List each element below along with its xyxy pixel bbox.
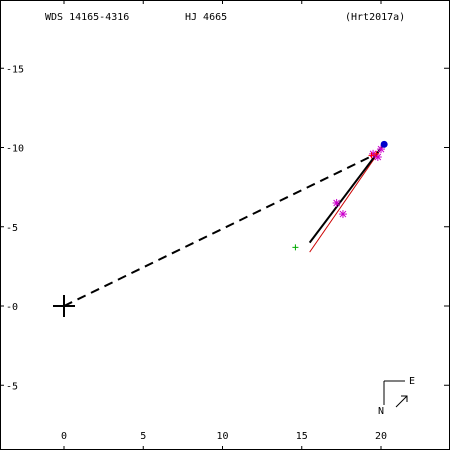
y-tick-label: -5 — [6, 223, 18, 234]
x-tick-label: 15 — [296, 431, 308, 442]
east-label: E — [409, 376, 415, 387]
x-tick-label: 5 — [140, 431, 146, 442]
plus-point — [292, 244, 299, 251]
y-tick-label: -15 — [6, 64, 24, 75]
asterisk-stroke — [374, 153, 382, 161]
orbit-reference-label: (Hrt2017a) — [345, 12, 405, 23]
x-tick-label: 10 — [216, 431, 228, 442]
asterisk-point — [369, 149, 378, 158]
motion-arrow-icon — [395, 395, 408, 408]
y-tick-label: -5 — [6, 381, 18, 392]
arrow-head-icon — [401, 395, 408, 402]
x-tick-label: 0 — [61, 431, 67, 442]
residual-line — [309, 144, 385, 253]
asterisk-point — [338, 210, 347, 219]
x-tick-label: 20 — [375, 431, 387, 442]
plus-point — [368, 152, 375, 159]
asterisk-point — [332, 198, 341, 207]
observation-points — [53, 140, 388, 317]
orbit-lines — [63, 144, 385, 307]
north-label: N — [378, 406, 384, 417]
discoverer-label: HJ 4665 — [185, 12, 227, 23]
asterisk-stroke — [333, 199, 340, 207]
asterisk-stroke — [339, 210, 347, 218]
plus-point — [373, 150, 380, 157]
y-tick-label: -10 — [6, 144, 24, 155]
orbit-arc — [308, 145, 384, 244]
y-tick-label: -0 — [6, 302, 18, 313]
wds-id-label: WDS 14165-4316 — [45, 12, 129, 23]
orientation-indicator: E N — [378, 376, 415, 417]
latest-measurement-point — [380, 140, 388, 148]
node-line-dashed — [63, 154, 374, 307]
